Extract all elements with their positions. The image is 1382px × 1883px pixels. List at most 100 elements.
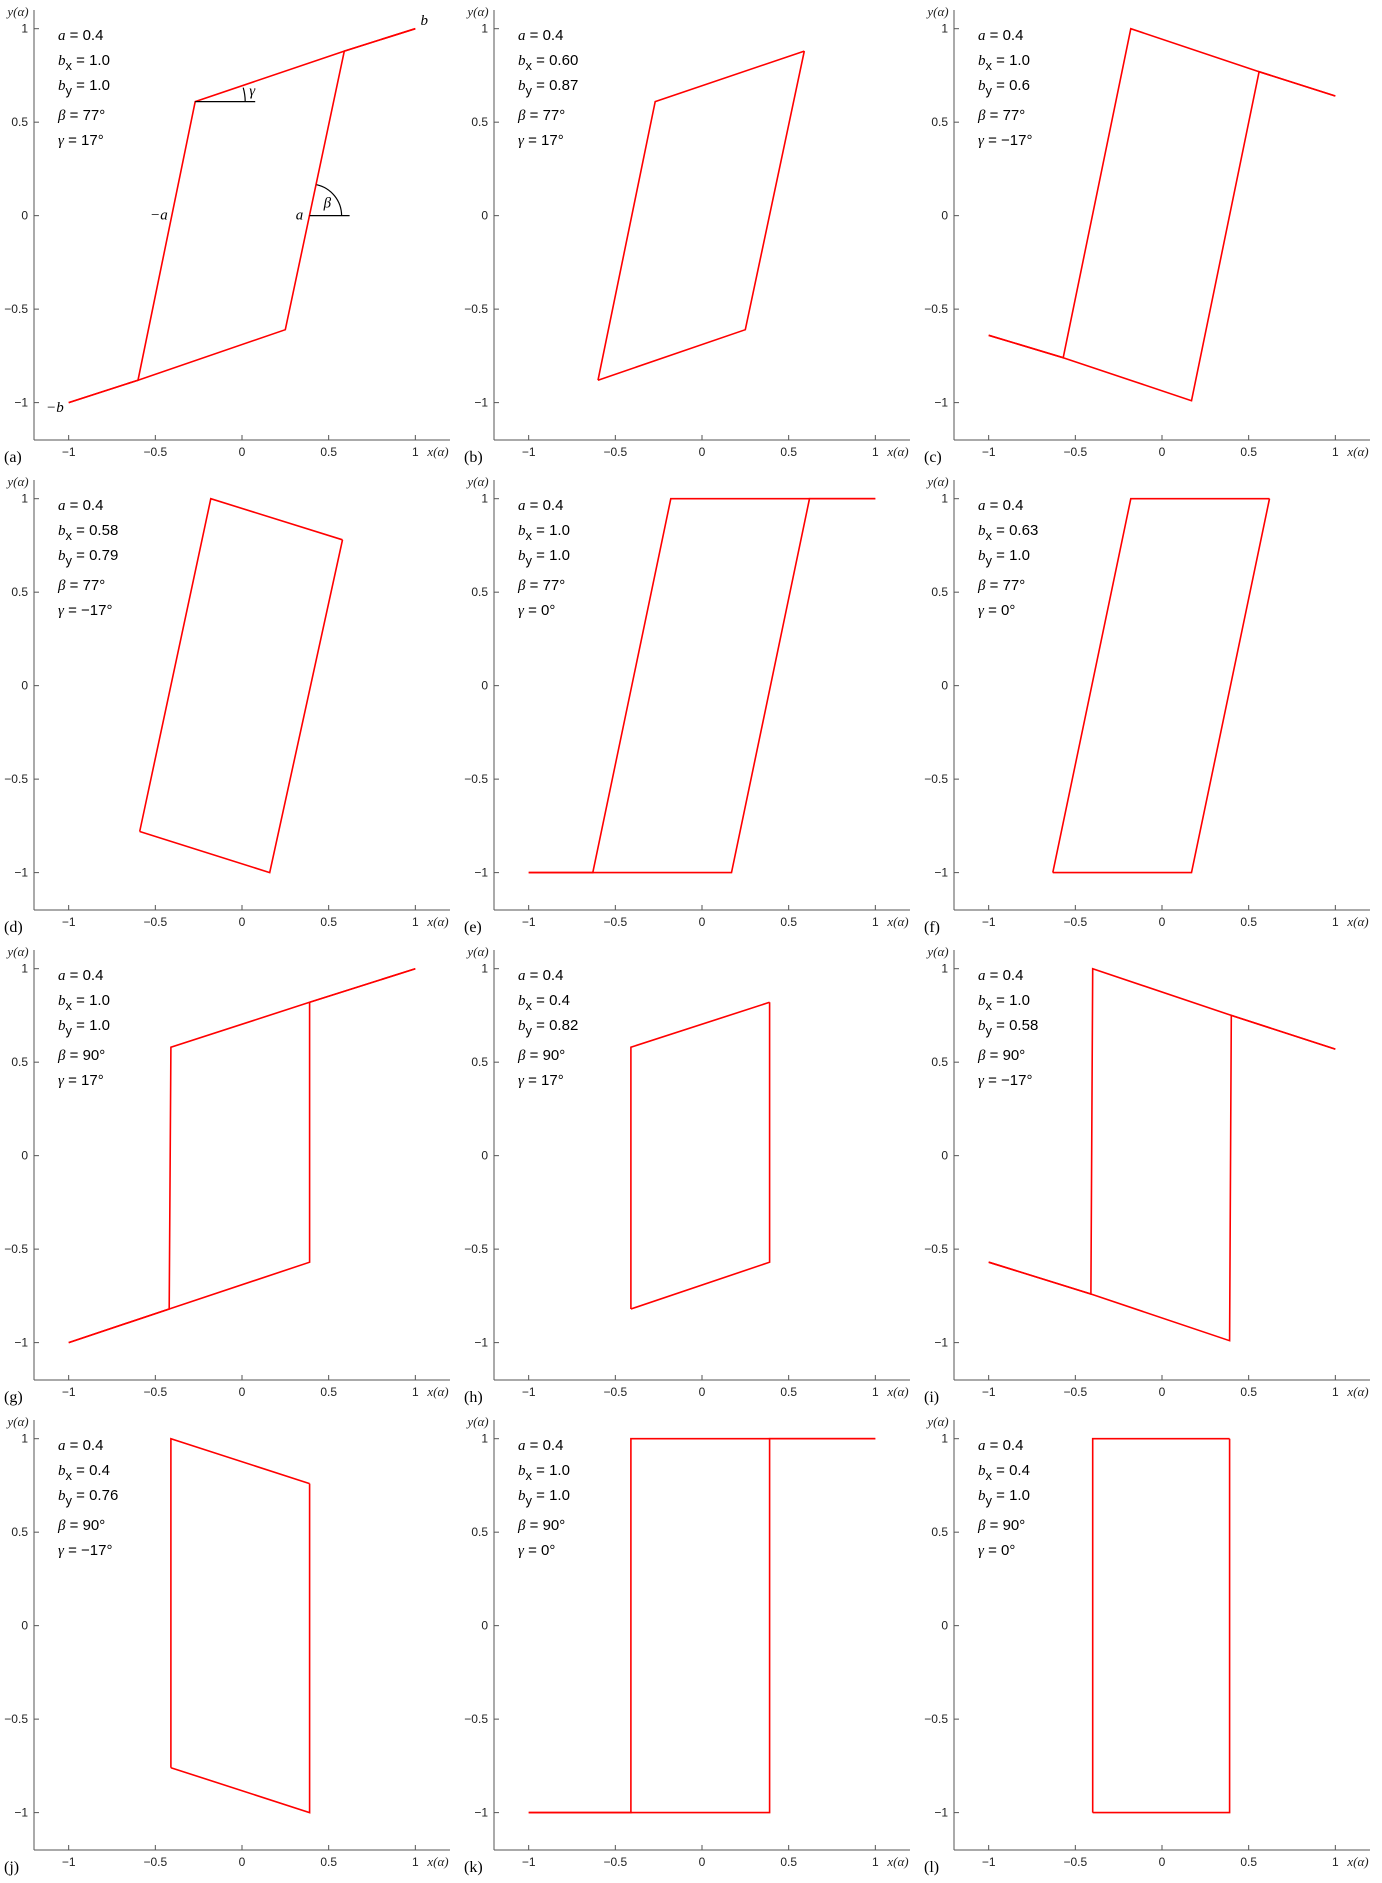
param-a: a = 0.4 bbox=[518, 967, 563, 984]
loop-branch-upper bbox=[988, 27, 1336, 359]
y-tick-label: 0.5 bbox=[931, 1525, 948, 1539]
x-tick-label: 0 bbox=[1159, 445, 1166, 459]
x-tick-label: −1 bbox=[62, 1385, 76, 1399]
param-a: a = 0.4 bbox=[978, 967, 1023, 984]
param-gamma: γ = 0° bbox=[518, 602, 555, 619]
x-tick-label: 1 bbox=[412, 1385, 419, 1399]
x-tick-label: 0 bbox=[699, 1855, 706, 1869]
loop-branch-lower bbox=[1092, 1438, 1231, 1814]
x-tick-label: −1 bbox=[62, 915, 76, 929]
loop-branch-upper bbox=[1052, 497, 1270, 873]
loop-branch-upper bbox=[528, 497, 876, 874]
x-tick-label: −0.5 bbox=[603, 445, 627, 459]
param-gamma: γ = 17° bbox=[518, 1072, 564, 1089]
x-axis-label: x(α) bbox=[886, 1854, 908, 1869]
param-gamma: γ = 0° bbox=[518, 1542, 555, 1559]
x-axis-label: x(α) bbox=[886, 1384, 908, 1399]
y-axis-label: y(α) bbox=[925, 474, 948, 489]
y-axis-label: y(α) bbox=[5, 4, 28, 19]
y-tick-label: −0.5 bbox=[924, 1712, 948, 1726]
x-tick-label: −1 bbox=[522, 915, 536, 929]
y-tick-label: 1 bbox=[21, 962, 28, 976]
param-bx: bx = 1.0 bbox=[978, 992, 1030, 1013]
param-bx: bx = 0.4 bbox=[58, 1462, 110, 1483]
x-tick-label: 0 bbox=[1159, 915, 1166, 929]
y-tick-label: 0.5 bbox=[931, 1055, 948, 1069]
y-axis-label: y(α) bbox=[5, 474, 28, 489]
panel-b: −1 −0.5 0 0.5 1 −1 −0.5 0 0.5 1 x(α) y(α) (b) a = 0.4… bbox=[464, 4, 910, 466]
x-tick-label: −0.5 bbox=[603, 1855, 627, 1869]
loop-branch-lower bbox=[1052, 498, 1271, 874]
loop-branch-upper bbox=[597, 50, 805, 381]
x-tick-label: 1 bbox=[412, 915, 419, 929]
y-tick-label: 0.5 bbox=[471, 115, 488, 129]
annot-beta: β bbox=[323, 196, 332, 212]
y-axis-label: y(α) bbox=[5, 1414, 28, 1429]
x-tick-label: 1 bbox=[1332, 1385, 1339, 1399]
y-tick-label: 1 bbox=[941, 962, 948, 976]
y-tick-label: 0.5 bbox=[931, 585, 948, 599]
y-tick-label: 1 bbox=[481, 1432, 488, 1446]
panel-k: −1 −0.5 0 0.5 1 −1 −0.5 0 0.5 1 x(α) y(α) (k) a = 0.4… bbox=[464, 1414, 910, 1876]
x-tick-label: 0 bbox=[1159, 1855, 1166, 1869]
y-tick-label: −0.5 bbox=[4, 1712, 28, 1726]
param-gamma: γ = 0° bbox=[978, 602, 1015, 619]
panel-d: −1 −0.5 0 0.5 1 −1 −0.5 0 0.5 1 x(α) y(α) (d) a = 0.4… bbox=[4, 474, 450, 936]
param-beta: β = 90° bbox=[517, 1047, 565, 1064]
x-tick-label: −1 bbox=[522, 1855, 536, 1869]
x-tick-label: 0.5 bbox=[780, 1855, 797, 1869]
x-tick-label: 0.5 bbox=[1240, 915, 1257, 929]
y-tick-label: 0.5 bbox=[931, 115, 948, 129]
x-axis-label: x(α) bbox=[886, 444, 908, 459]
x-tick-label: 0.5 bbox=[320, 915, 337, 929]
loop-branch-lower bbox=[68, 27, 416, 404]
y-tick-label: 0.5 bbox=[11, 115, 28, 129]
panel-g: −1 −0.5 0 0.5 1 −1 −0.5 0 0.5 1 x(α) y(α) (g) a = 0.4… bbox=[4, 944, 450, 1406]
y-tick-label: 1 bbox=[481, 962, 488, 976]
loop-branch-lower bbox=[528, 1437, 876, 1814]
y-tick-label: 0 bbox=[941, 1619, 948, 1633]
param-beta: β = 77° bbox=[517, 577, 565, 594]
param-a: a = 0.4 bbox=[58, 497, 103, 514]
y-tick-label: 0 bbox=[481, 679, 488, 693]
y-tick-label: 0.5 bbox=[11, 585, 28, 599]
param-bx: bx = 0.60 bbox=[518, 52, 578, 73]
y-tick-label: 1 bbox=[941, 492, 948, 506]
x-axis-label: x(α) bbox=[1346, 444, 1368, 459]
annot-minus-b: −b bbox=[46, 400, 64, 416]
x-axis-label: x(α) bbox=[426, 1854, 448, 1869]
param-a: a = 0.4 bbox=[518, 1437, 563, 1454]
x-axis-label: x(α) bbox=[1346, 1384, 1368, 1399]
beta-arc bbox=[316, 184, 343, 216]
param-a: a = 0.4 bbox=[58, 27, 103, 44]
loop-branch-lower bbox=[988, 1014, 1336, 1342]
param-by: by = 1.0 bbox=[978, 547, 1030, 568]
y-tick-label: −1 bbox=[474, 866, 488, 880]
x-tick-label: −0.5 bbox=[143, 1855, 167, 1869]
param-by: by = 1.0 bbox=[58, 1017, 110, 1038]
x-tick-label: −0.5 bbox=[1063, 1855, 1087, 1869]
y-tick-label: 1 bbox=[21, 22, 28, 36]
x-tick-label: 0.5 bbox=[1240, 445, 1257, 459]
panel-label: (c) bbox=[924, 449, 942, 466]
y-tick-label: 0.5 bbox=[11, 1055, 28, 1069]
y-tick-label: −0.5 bbox=[464, 302, 488, 316]
param-by: by = 1.0 bbox=[518, 1487, 570, 1508]
param-a: a = 0.4 bbox=[58, 967, 103, 984]
param-bx: bx = 1.0 bbox=[978, 52, 1030, 73]
loop-branch-upper bbox=[1091, 1437, 1230, 1813]
panel-label: (j) bbox=[4, 1859, 19, 1876]
param-by: by = 0.58 bbox=[978, 1017, 1038, 1038]
param-a: a = 0.4 bbox=[978, 27, 1023, 44]
param-by: by = 0.82 bbox=[518, 1017, 578, 1038]
y-tick-label: 0.5 bbox=[471, 1525, 488, 1539]
x-tick-label: 1 bbox=[872, 915, 879, 929]
y-tick-label: −0.5 bbox=[464, 772, 488, 786]
y-tick-label: −0.5 bbox=[924, 1242, 948, 1256]
y-tick-label: −1 bbox=[474, 1336, 488, 1350]
x-tick-label: 0.5 bbox=[780, 1385, 797, 1399]
param-a: a = 0.4 bbox=[58, 1437, 103, 1454]
x-tick-label: −1 bbox=[522, 445, 536, 459]
y-tick-label: 0 bbox=[941, 679, 948, 693]
panel-label: (l) bbox=[924, 1859, 939, 1876]
